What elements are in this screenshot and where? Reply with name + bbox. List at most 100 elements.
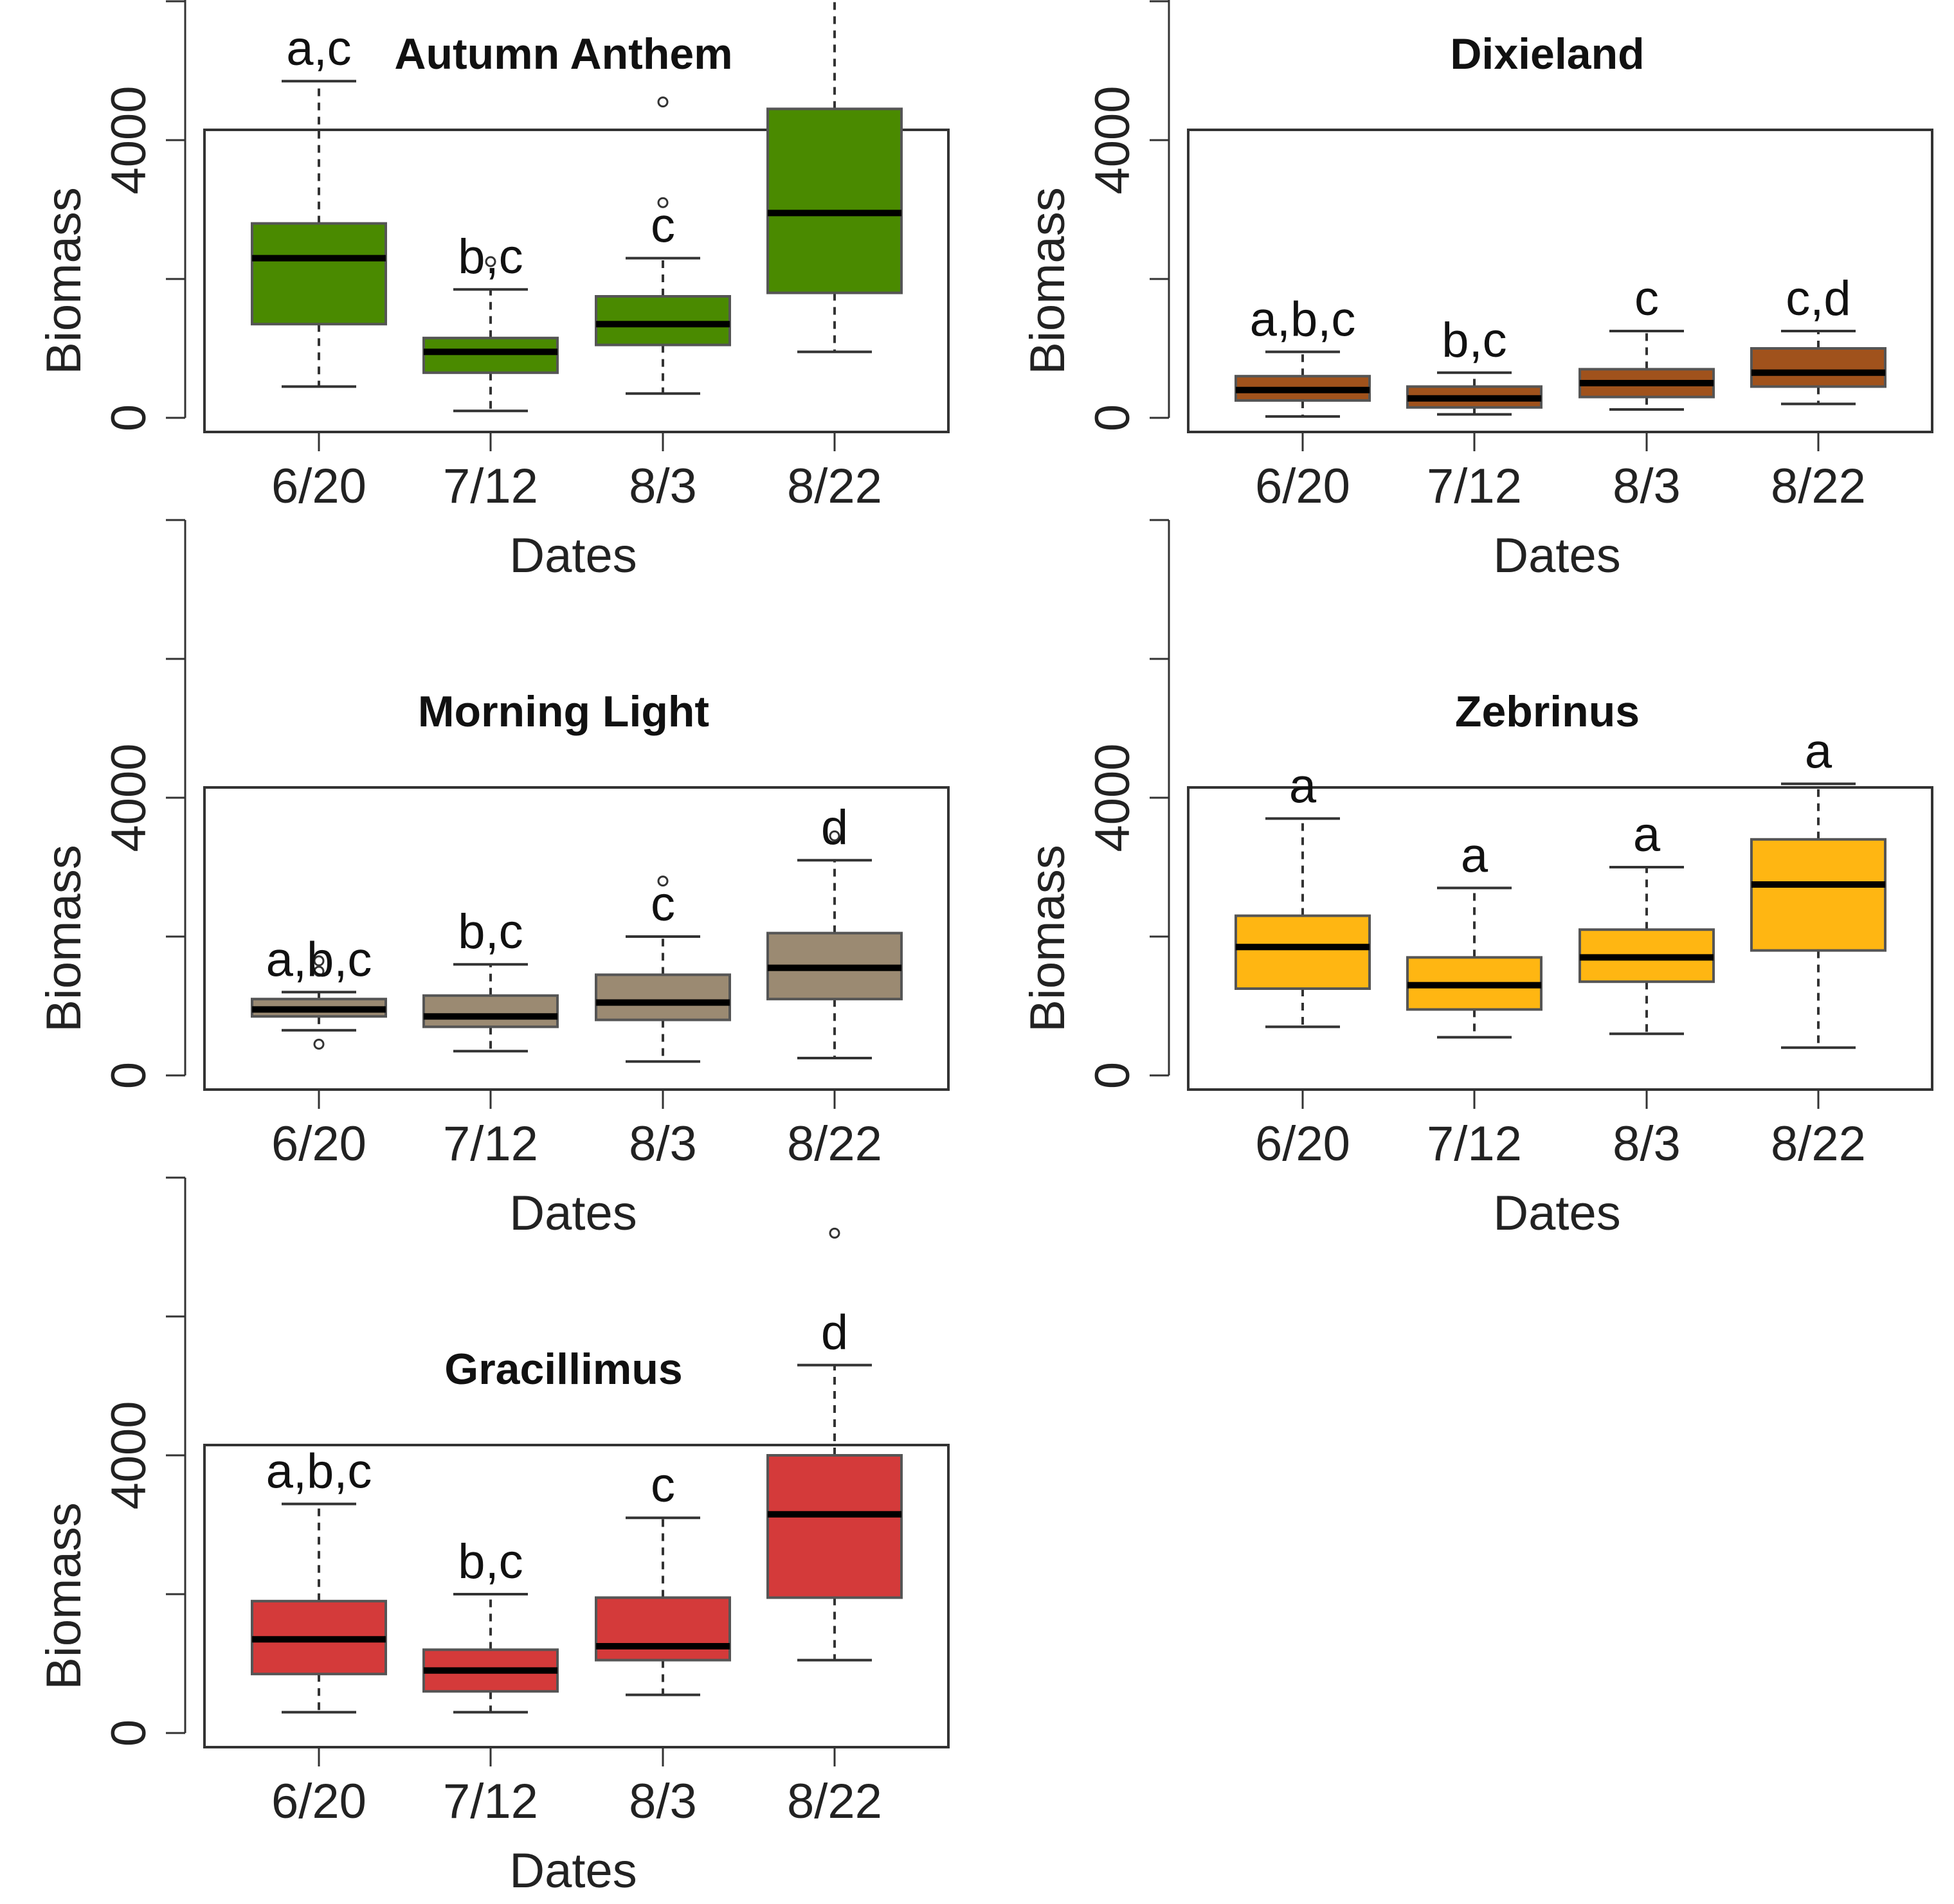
- x-tick-label: 8/22: [787, 1774, 882, 1829]
- iqr-box: [595, 1596, 731, 1662]
- iqr-box: [766, 107, 903, 294]
- y-tick-label: 0: [102, 1062, 156, 1089]
- box-7-12: b,c: [422, 904, 559, 1053]
- iqr-box: [766, 1454, 903, 1599]
- significance-letters: b,c: [1442, 313, 1506, 368]
- x-tick-label: 6/20: [1255, 459, 1350, 514]
- x-axis-label: Dates: [509, 1186, 637, 1241]
- box-8-22: d: [766, 800, 903, 1059]
- iqr-box: [422, 994, 559, 1028]
- outlier-point: [485, 256, 496, 267]
- box-8-22: a: [1750, 724, 1886, 1049]
- significance-letters: b,c: [458, 229, 523, 284]
- x-tick-label: 8/22: [1771, 459, 1866, 514]
- x-tick-label: 7/12: [1427, 459, 1522, 514]
- plot-frame: [203, 786, 950, 1091]
- iqr-box: [595, 295, 731, 346]
- plot-frame: [203, 1444, 950, 1748]
- significance-letters: c,d: [1786, 271, 1850, 326]
- x-axis-label: Dates: [1493, 1186, 1621, 1241]
- y-tick-label: 0: [102, 1720, 156, 1747]
- x-tick-label: 6/20: [271, 1117, 366, 1171]
- y-axis-label: Biomass: [37, 187, 91, 374]
- x-tick-label: 6/20: [271, 459, 366, 514]
- box-8-22: d: [766, 0, 903, 354]
- significance-letters: d: [821, 1306, 848, 1360]
- significance-letters: c: [651, 877, 675, 931]
- iqr-box: [251, 222, 387, 326]
- box-8-22: c,d: [1750, 271, 1886, 406]
- iqr-box: [422, 336, 559, 374]
- panel-title: Dixieland: [1450, 30, 1644, 78]
- iqr-box: [595, 973, 731, 1021]
- significance-letters: a,b,c: [1250, 292, 1356, 346]
- panel-title: Gracillimus: [444, 1345, 682, 1394]
- box-8-22: d: [766, 1227, 903, 1662]
- box-6-20: a,c: [251, 21, 387, 388]
- x-tick-label: 7/12: [443, 1117, 538, 1171]
- y-axis-label: Biomass: [1020, 187, 1075, 374]
- significance-letters: b,c: [458, 1534, 523, 1589]
- box-7-12: b,c: [1406, 313, 1542, 416]
- x-tick-label: 6/20: [271, 1774, 366, 1829]
- outlier-point: [313, 955, 325, 967]
- outlier-point: [657, 876, 669, 887]
- x-tick-label: 7/12: [1427, 1117, 1522, 1171]
- box-6-20: a,b,c: [1235, 292, 1371, 418]
- significance-letters: a,b,c: [266, 932, 372, 987]
- x-tick-label: 7/12: [443, 1774, 538, 1829]
- x-tick-label: 8/22: [787, 459, 882, 514]
- iqr-box: [1750, 838, 1886, 952]
- y-tick-label: 4000: [102, 743, 156, 852]
- y-axis-label: Biomass: [1020, 845, 1075, 1032]
- x-tick-label: 8/22: [787, 1117, 882, 1171]
- y-tick-label: 4000: [1085, 743, 1140, 852]
- significance-letters: c: [651, 199, 675, 253]
- box-8-3: c: [1579, 271, 1715, 411]
- panel-title: Zebrinus: [1455, 687, 1640, 736]
- box-7-12: b,c: [422, 1534, 559, 1714]
- y-tick-label: 0: [102, 404, 156, 431]
- x-tick-label: 8/3: [1613, 1117, 1681, 1171]
- plot-frame: [203, 129, 950, 433]
- x-tick-label: 8/3: [629, 1774, 697, 1829]
- y-tick-label: 0: [1085, 1062, 1140, 1089]
- panel-title: Morning Light: [418, 687, 709, 736]
- significance-letters: a,c: [286, 21, 351, 76]
- x-tick-label: 7/12: [443, 459, 538, 514]
- iqr-box: [1750, 347, 1886, 388]
- x-tick-label: 8/3: [629, 459, 697, 514]
- x-tick-label: 6/20: [1255, 1117, 1350, 1171]
- y-axis-label: Biomass: [37, 1502, 91, 1689]
- significance-letters: d: [821, 800, 848, 855]
- plot-frame: [1187, 129, 1933, 433]
- y-tick-label: 0: [1085, 404, 1140, 431]
- significance-letters: a: [1633, 807, 1661, 862]
- y-tick-label: 4000: [102, 1401, 156, 1509]
- box-8-3: c: [595, 876, 731, 1063]
- iqr-box: [1235, 914, 1371, 990]
- significance-letters: b,c: [458, 904, 523, 959]
- box-8-3: a: [1579, 807, 1715, 1036]
- x-tick-label: 8/3: [1613, 459, 1681, 514]
- x-axis-label: Dates: [509, 1844, 637, 1898]
- box-6-20: a,b,c: [251, 932, 387, 1050]
- box-7-12: b,c: [422, 229, 559, 413]
- y-axis-label: Biomass: [37, 845, 91, 1032]
- x-axis-label: Dates: [1493, 528, 1621, 583]
- outlier-point: [657, 197, 669, 208]
- outlier-point: [657, 96, 669, 108]
- box-6-20: a,b,c: [251, 1444, 387, 1714]
- significance-letters: c: [1634, 271, 1659, 326]
- significance-letters: c: [651, 1458, 675, 1513]
- box-8-3: c: [595, 1458, 731, 1696]
- box-8-3: c: [595, 96, 731, 395]
- outlier-point: [829, 1227, 840, 1239]
- significance-letters: a,b,c: [266, 1444, 372, 1499]
- y-tick-label: 4000: [1085, 85, 1140, 194]
